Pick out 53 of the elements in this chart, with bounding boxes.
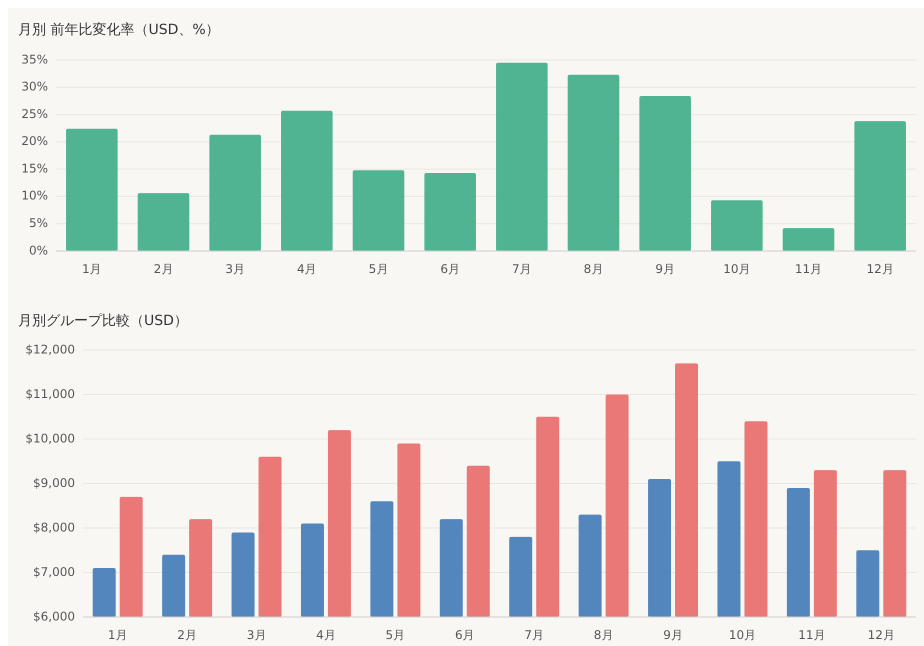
x-tick-label: 2月: [177, 628, 197, 642]
bar: [66, 128, 118, 251]
x-tick-label: 3月: [246, 628, 266, 642]
y-tick-label: 35%: [21, 52, 48, 66]
bar: [496, 62, 548, 251]
x-tick-label: 6月: [454, 628, 475, 642]
bar: [568, 74, 620, 251]
y-tick-label: $10,000: [25, 431, 75, 446]
x-tick-label: 4月: [297, 262, 317, 276]
y-tick-label: $11,000: [25, 386, 75, 401]
chart-title: 月別 前年比変化率（USD、%）: [18, 22, 220, 38]
x-tick-label: 3月: [225, 262, 245, 276]
x-tick-label: 6月: [440, 262, 460, 276]
x-tick-label: 12月: [868, 628, 895, 642]
bar: [639, 96, 691, 251]
x-tick-label: 12月: [866, 262, 894, 276]
bar: [854, 121, 906, 251]
x-tick-label: 7月: [524, 628, 544, 642]
bar: [281, 110, 333, 251]
x-tick-label: 4月: [316, 628, 336, 642]
y-tick-label: $8,000: [33, 520, 75, 534]
x-tick-label: 11月: [798, 628, 826, 642]
bar: [352, 170, 404, 251]
y-tick-label: $12,000: [25, 342, 75, 356]
x-tick-label: 9月: [655, 262, 675, 276]
y-tick-label: 15%: [21, 161, 48, 176]
x-tick-label: 11月: [794, 262, 822, 276]
y-tick-label: 0%: [28, 243, 48, 258]
y-tick-label: 30%: [21, 80, 48, 94]
x-tick-label: 8月: [594, 628, 614, 642]
y-tick-label: 10%: [21, 188, 48, 203]
bar: [782, 228, 834, 251]
x-tick-label: 10月: [728, 628, 756, 642]
y-tick-label: $7,000: [33, 564, 75, 579]
x-tick-label: 5月: [368, 262, 388, 276]
y-tick-label: 25%: [21, 106, 48, 121]
bar: [138, 193, 190, 251]
x-tick-label: 1月: [82, 262, 102, 276]
x-tick-label: 10月: [723, 262, 750, 276]
x-tick-label: 7月: [512, 262, 532, 276]
chart-title: 月別グループ比較（USD）: [18, 312, 188, 329]
bar: [209, 134, 261, 251]
x-tick-label: 5月: [386, 628, 406, 642]
y-tick-label: 20%: [21, 134, 48, 148]
x-tick-label: 1月: [108, 628, 128, 642]
bar: [424, 172, 476, 251]
x-tick-label: 2月: [154, 262, 174, 276]
y-tick-label: $9,000: [33, 476, 75, 490]
bar: [711, 200, 763, 251]
y-tick-label: $6,000: [33, 609, 75, 624]
y-tick-label: 5%: [28, 216, 48, 230]
x-tick-label: 9月: [663, 628, 683, 642]
x-tick-label: 8月: [584, 262, 604, 276]
